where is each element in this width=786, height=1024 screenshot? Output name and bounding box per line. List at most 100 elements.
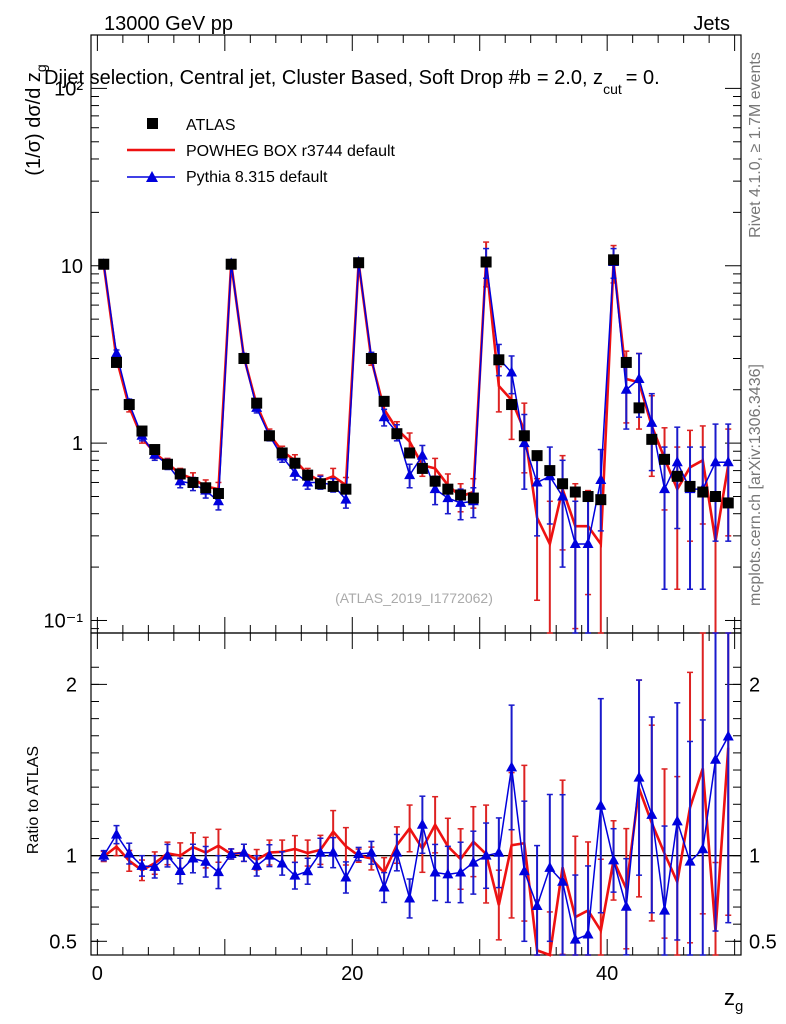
atlas-point: 0.46 — [722, 497, 734, 509]
pythia-point — [582, 537, 594, 548]
atlas-point: 10.2 — [225, 258, 237, 270]
pythia-ratio-point — [646, 808, 658, 819]
pythia-ratio-point — [289, 869, 301, 880]
atlas-point: 0.6 — [187, 476, 199, 488]
atlas-point: 0.65 — [671, 470, 683, 482]
x-tick-label: 40 — [596, 963, 618, 985]
atlas-point: 1.72 — [378, 395, 390, 407]
legend-atlas-label: ATLAS — [186, 117, 236, 134]
pythia-ratio-point — [263, 849, 275, 860]
ratio-tick-label-right: 1 — [749, 846, 760, 868]
atlas-point: 0.5 — [582, 491, 594, 503]
pythia-point — [404, 469, 416, 480]
atlas-point: 0.67 — [174, 468, 186, 480]
atlas-point: 0.52 — [212, 487, 224, 499]
atlas-point: 0.55 — [442, 483, 454, 495]
atlas-point: 3 — [365, 352, 377, 364]
atlas-point: 1.65 — [506, 399, 518, 411]
atlas-point: 0.66 — [302, 469, 314, 481]
atlas-point: 1.13 — [391, 428, 403, 440]
pythia-ratio-point — [225, 847, 237, 858]
pythia-ratio-point — [518, 865, 530, 876]
x-axis-label: zg — [724, 985, 743, 1015]
rivet-label: Rivet 4.1.0, ≥ 1.7M events — [747, 52, 764, 238]
legend-pythia-label: Pythia 8.315 default — [186, 169, 328, 186]
pythia-point — [416, 449, 428, 460]
atlas-point: 10.2 — [98, 258, 110, 270]
y-tick-label: 10² — [54, 78, 83, 100]
atlas-point: 1.05 — [646, 433, 658, 445]
atlas-point: 0.77 — [289, 457, 301, 469]
atlas-point: 0.59 — [557, 478, 569, 490]
pythia-ratio-point — [633, 771, 645, 782]
pythia-point — [212, 495, 224, 506]
pythia-ratio-point — [671, 815, 683, 826]
main-series-group: 10.2 2.85 1.65 1.170.920.760.670.60.560.52 1… — [98, 241, 734, 634]
x-tick-label: 0 — [92, 963, 103, 985]
legend-pythia-marker — [146, 171, 158, 182]
ratio-tick-label: 1 — [66, 846, 77, 868]
pythia-point — [378, 411, 390, 422]
pythia-ratio-point — [238, 846, 250, 857]
pythia-ratio-point — [416, 818, 428, 829]
pythia-point — [302, 476, 314, 487]
pythia-ratio-point — [595, 799, 607, 810]
legend-powheg-label: POWHEG BOX r3744 default — [186, 143, 396, 160]
pythia-ratio-point — [467, 856, 479, 867]
pythia-point — [289, 466, 301, 477]
pythia-ratio-point — [429, 866, 441, 877]
pythia-ratio-point — [493, 846, 505, 857]
pythia-ratio-point — [378, 881, 390, 892]
atlas-point: 0.61 — [429, 475, 441, 487]
atlas-point: 0.55 — [340, 483, 352, 495]
pythia-ratio-point — [149, 860, 161, 871]
atlas-point: 0.92 — [149, 444, 161, 456]
selection-text: Dijet selection, Central jet, Cluster Ba… — [44, 67, 531, 89]
pythia-ratio-point — [608, 854, 620, 865]
pythia-point — [455, 496, 467, 507]
pythia-ratio-point — [455, 866, 467, 877]
pythia-ratio-point — [557, 875, 569, 886]
pythia-ratio-point — [276, 857, 288, 868]
pythia-ratio-point — [251, 859, 263, 870]
pythia-ratio-point — [110, 828, 122, 839]
pythia-point — [722, 456, 734, 467]
atlas-point: 3 — [238, 352, 250, 364]
ratio-axis-label: Ratio to ATLAS — [25, 746, 42, 854]
legend-atlas-marker — [147, 118, 158, 129]
atlas-point: 2.85 — [110, 356, 122, 368]
pythia-point — [633, 372, 645, 383]
atlas-point: 0.81 — [659, 453, 671, 465]
pythia-ratio-point — [391, 846, 403, 857]
atlas-point: 0.53 — [569, 486, 581, 498]
atlas-point: 10.8 — [608, 254, 620, 266]
y-tick-label: 10 — [61, 256, 83, 278]
zcut-subscript: cut — [603, 81, 622, 97]
pythia-ratio-point — [684, 855, 696, 866]
zcut-value: = 0. — [626, 67, 660, 89]
pythia-point — [442, 492, 454, 503]
pythia-ratio-point — [123, 847, 135, 858]
atlas-point: 0.76 — [161, 458, 173, 470]
atlas-point: 0.56 — [200, 482, 212, 494]
pythia-point — [620, 383, 632, 394]
x-tick-label: 20 — [341, 963, 363, 985]
ratio-tick-label: 2 — [66, 674, 77, 696]
atlas-point: 0.85 — [531, 450, 543, 462]
pythia-ratio-point — [569, 933, 581, 944]
pythia-point — [569, 537, 581, 548]
atlas-point: 1.65 — [123, 399, 135, 411]
atlas-point: 2.95 — [493, 354, 505, 366]
y-axis-label: (1/σ) dσ/d zg — [23, 64, 49, 175]
selection-title: Dijet selection, Central jet, Cluster Ba… — [44, 67, 660, 97]
pythia-point — [595, 473, 607, 484]
jets-label: Jets — [693, 13, 730, 35]
pythia-ratio-point — [212, 866, 224, 877]
atlas-point: 0.51 — [455, 489, 467, 501]
pythia-point — [646, 416, 658, 427]
atlas-point: 0.48 — [595, 494, 607, 506]
pythia-ratio-point — [710, 753, 722, 764]
pythia-ratio-point — [544, 861, 556, 872]
